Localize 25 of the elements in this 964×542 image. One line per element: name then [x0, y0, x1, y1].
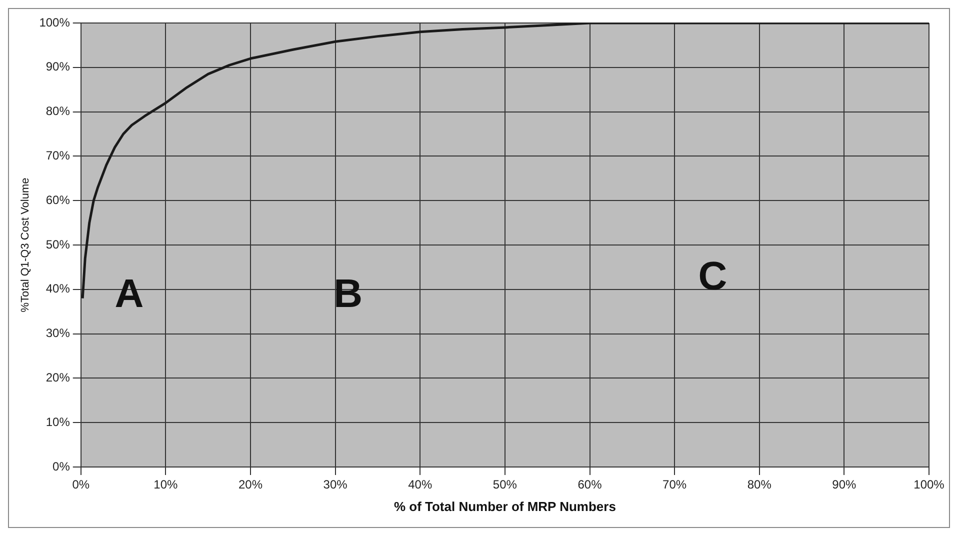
- y-tick-label: 30%: [46, 326, 70, 340]
- y-tick-label: 40%: [46, 282, 70, 296]
- y-tick-label: 70%: [46, 148, 70, 163]
- y-axis-title: %Total Q1-Q3 Cost Volume: [20, 178, 32, 312]
- x-tick-label: 50%: [492, 478, 518, 492]
- x-tick-label: 0%: [72, 478, 90, 492]
- x-axis-title: % of Total Number of MRP Numbers: [394, 498, 616, 514]
- y-tick-label: 10%: [46, 414, 70, 429]
- x-tick-label: 30%: [323, 478, 348, 492]
- x-tick-label: 10%: [154, 478, 178, 492]
- x-tick-label: 70%: [662, 478, 687, 492]
- annotation: C: [698, 254, 728, 298]
- x-tick-label: 20%: [238, 478, 263, 492]
- y-tick-label: 90%: [46, 60, 70, 74]
- y-tick-label: 60%: [46, 192, 70, 207]
- y-tick-label: 20%: [46, 370, 70, 385]
- y-tick-label: 100%: [39, 15, 70, 30]
- x-tick-label: 80%: [747, 478, 772, 492]
- x-tick-label: 100%: [914, 478, 945, 492]
- x-tick-label: 90%: [832, 478, 857, 492]
- x-tick-label: 60%: [578, 478, 602, 492]
- y-tick-label: 50%: [46, 237, 70, 252]
- y-tick-label: 80%: [46, 104, 70, 118]
- y-tick-label: 0%: [52, 459, 70, 474]
- x-tick-label: 40%: [408, 478, 432, 492]
